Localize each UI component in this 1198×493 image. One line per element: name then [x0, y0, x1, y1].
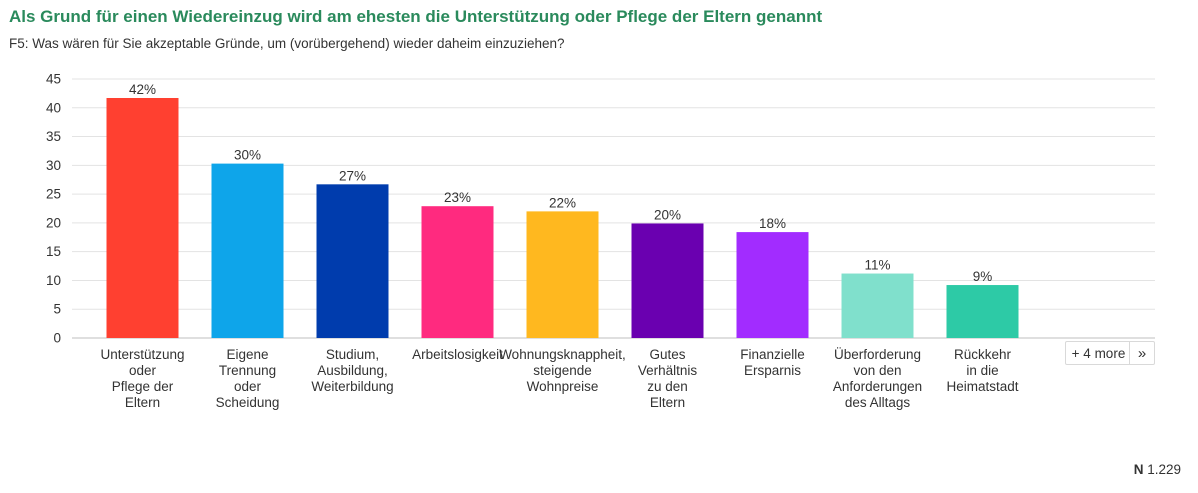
bar[interactable] — [736, 232, 809, 338]
bar[interactable] — [631, 223, 704, 338]
x-tick-label: Finanzielle Ersparnis — [740, 347, 805, 378]
y-axis-ticks: 0 5 10 15 20 25 30 35 40 45 — [46, 72, 61, 346]
bar[interactable] — [106, 97, 179, 338]
chart-title: Als Grund für einen Wiedereinzug wird am… — [9, 7, 823, 26]
value-label: 30% — [234, 148, 261, 163]
y-tick-label: 30 — [46, 158, 61, 173]
x-tick-label: Unterstützung oder Pflege der Eltern — [100, 347, 184, 410]
sample-size-value: 1.229 — [1147, 462, 1181, 477]
x-tick-label: Rückkehr in die Heimatstadt — [946, 347, 1018, 394]
bar[interactable] — [526, 211, 599, 338]
value-label: 11% — [864, 258, 890, 273]
x-axis-labels: Unterstützung oder Pflege der Eltern Eigene T… — [100, 347, 1018, 410]
y-tick-label: 5 — [53, 302, 61, 317]
bars — [106, 97, 1019, 338]
y-tick-label: 15 — [46, 244, 61, 259]
value-label: 22% — [549, 195, 576, 210]
y-tick-label: 40 — [46, 100, 61, 115]
bar[interactable] — [841, 273, 914, 338]
bar[interactable] — [421, 206, 494, 338]
y-tick-label: 35 — [46, 129, 61, 144]
y-tick-label: 0 — [53, 331, 61, 346]
y-tick-label: 45 — [46, 72, 61, 87]
y-tick-label: 25 — [46, 187, 61, 202]
y-tick-label: 10 — [46, 273, 61, 288]
value-label: 18% — [759, 216, 786, 231]
x-tick-label: Überforderung von den Anforderungen des All… — [833, 347, 922, 410]
value-label: 23% — [444, 190, 471, 205]
bar[interactable] — [946, 285, 1019, 338]
value-label: 42% — [129, 82, 156, 97]
x-tick-label: Arbeitslosigkeit — [412, 347, 503, 362]
value-label: 9% — [973, 269, 993, 284]
x-tick-label: Wohnungsknappheit, steigende Wohnpreise — [499, 347, 626, 394]
bar[interactable] — [211, 163, 284, 338]
more-categories-button[interactable]: + 4 more » — [1065, 341, 1155, 365]
y-tick-label: 20 — [46, 215, 61, 230]
double-chevron-right-icon[interactable]: » — [1129, 342, 1154, 364]
sample-size-label: N — [1133, 462, 1144, 477]
value-label: 20% — [654, 207, 681, 222]
x-tick-label: Studium, Ausbildung, Weiterbildung — [311, 347, 393, 394]
sample-size: N 1.229 — [1134, 462, 1181, 477]
value-labels: 42% 30% 27% 23% 22% 20% 18% 11% 9% — [129, 82, 992, 284]
chart-subtitle: F5: Was wären für Sie akzeptable Gründe,… — [9, 36, 565, 51]
value-label: 27% — [339, 168, 366, 183]
x-tick-label: Gutes Verhältnis zu den Eltern — [638, 347, 698, 410]
x-tick-label: Eigene Trennung oder Scheidung — [216, 347, 280, 410]
bar[interactable] — [316, 184, 389, 338]
more-categories-label: + 4 more — [1071, 345, 1126, 361]
